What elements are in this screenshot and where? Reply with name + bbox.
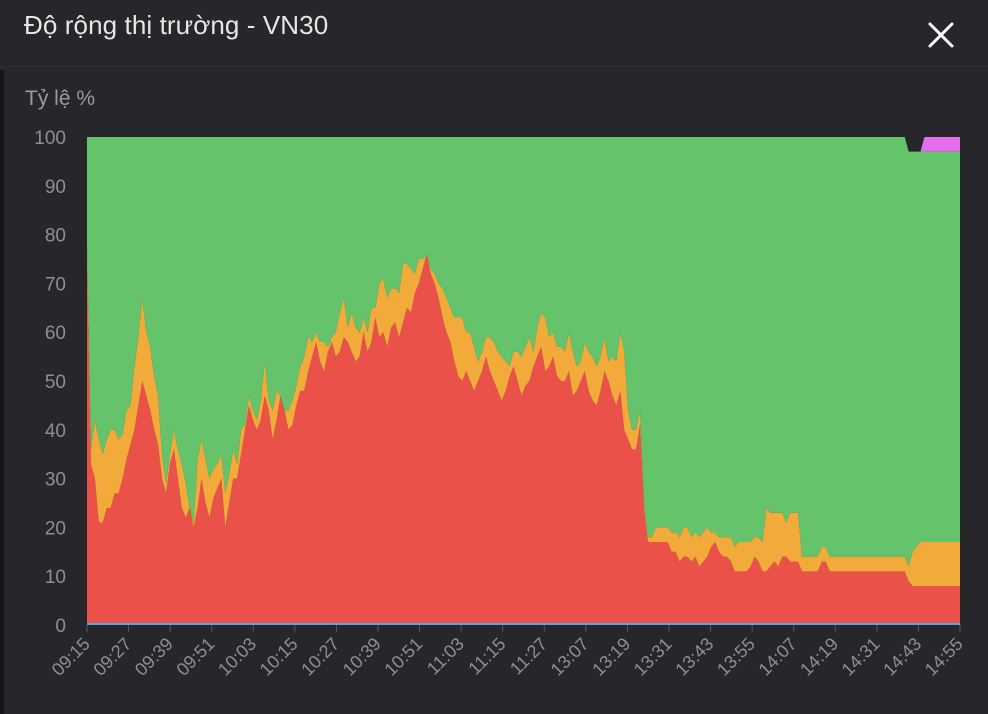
close-button[interactable] <box>924 18 958 52</box>
x-tick-label: 10:15 <box>256 634 302 680</box>
x-tick-label: 09:15 <box>48 634 94 680</box>
y-tick-label: 60 <box>45 323 66 344</box>
x-tick-label: 14:43 <box>879 634 925 680</box>
y-tick-label: 100 <box>34 128 66 149</box>
area-down <box>87 254 960 625</box>
x-tick-label: 13:19 <box>588 634 634 680</box>
area-up <box>87 137 960 567</box>
background-strip <box>0 70 4 714</box>
x-tick-label: 09:27 <box>89 634 135 680</box>
x-tick-label: 11:03 <box>423 634 468 679</box>
y-tick-label: 90 <box>45 177 66 198</box>
close-icon <box>928 22 954 48</box>
x-tick-label: 10:03 <box>214 634 260 680</box>
x-tick-label: 10:27 <box>297 634 343 680</box>
y-tick-label: 40 <box>45 421 66 442</box>
x-tick-label: 11:15 <box>464 634 509 679</box>
x-tick-label: 14:07 <box>755 634 801 680</box>
x-tick-label: 13:07 <box>547 634 593 680</box>
y-axis-label: Tỷ lệ % <box>25 87 96 110</box>
y-tick-label: 70 <box>45 274 66 295</box>
x-tick-label: 09:51 <box>173 634 219 680</box>
y-tick-label: 10 <box>45 567 66 588</box>
panel-title: Độ rộng thị trường - VN30 <box>24 10 329 40</box>
x-tick-label: 14:31 <box>838 634 884 680</box>
x-tick-label: 13:55 <box>713 634 759 680</box>
x-tick-label: 13:43 <box>671 634 717 680</box>
x-tick-label: 14:19 <box>796 634 842 680</box>
x-tick-label: 09:39 <box>131 634 177 680</box>
y-tick-label: 50 <box>45 372 66 393</box>
x-tick-label: 10:39 <box>339 634 385 680</box>
y-tick-label: 30 <box>45 470 66 491</box>
panel-header: Độ rộng thị trường - VN30 <box>0 0 988 67</box>
x-tick-label: 13:31 <box>630 634 676 680</box>
x-tick-label: 14:55 <box>921 634 967 680</box>
y-tick-label: 80 <box>45 226 66 247</box>
y-tick-label: 0 <box>55 616 66 637</box>
x-tick-label: 11:27 <box>506 634 551 679</box>
y-tick-label: 20 <box>45 518 66 539</box>
x-tick-label: 10:51 <box>380 634 426 680</box>
